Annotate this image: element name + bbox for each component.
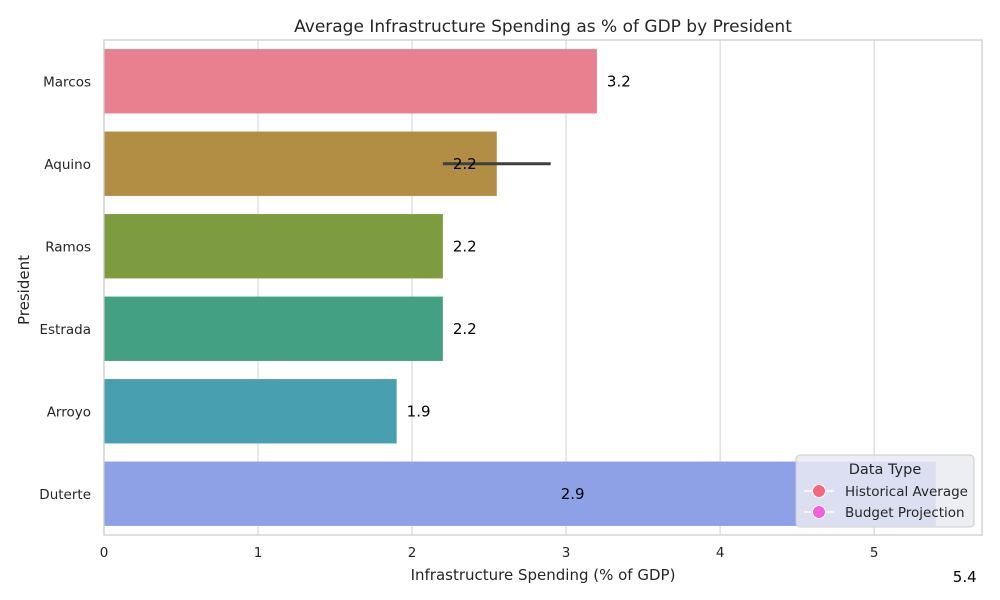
x-tick-label: 5: [870, 545, 879, 561]
data-label: 2.2: [453, 237, 477, 255]
bar-arroyo: [104, 379, 397, 444]
data-label: 2.2: [453, 320, 477, 338]
y-tick-label: Arroyo: [47, 404, 91, 420]
data-label: 3.2: [607, 72, 631, 90]
x-tick-label: 2: [408, 545, 417, 561]
legend: Data Type Historical Average Budget Projec…: [795, 454, 975, 528]
legend-marker: [812, 484, 826, 498]
extra-value-label: 5.4: [953, 568, 977, 586]
y-axis-label: President: [15, 255, 33, 325]
plot-frame: [103, 39, 983, 536]
bar-ramos: [104, 214, 443, 279]
y-tick-label: Estrada: [39, 322, 91, 338]
legend-entry-label: Historical Average: [845, 484, 968, 500]
tick-labels: 0 1 2 3 4 5 Marcos Aquino Ramos Estrada Arroyo Dute…: [39, 74, 878, 561]
y-tick-label: Ramos: [45, 239, 91, 255]
y-tick-label: Duterte: [39, 487, 91, 503]
data-label: 1.9: [407, 402, 431, 420]
chart-title: Average Infrastructure Spending as % of …: [294, 17, 792, 37]
data-label: 2.2: [453, 155, 477, 173]
legend-title: Data Type: [849, 462, 922, 478]
x-tick-label: 4: [716, 545, 725, 561]
legend-box: [795, 454, 975, 528]
y-tick-label: Marcos: [43, 74, 91, 90]
bar-marcos: [104, 49, 597, 114]
y-tick-label: Aquino: [44, 157, 91, 173]
x-axis-label: Infrastructure Spending (% of GDP): [411, 566, 676, 584]
x-tick-label: 0: [100, 545, 109, 561]
x-tick-label: 1: [254, 545, 263, 561]
x-tick-label: 3: [562, 545, 571, 561]
bars: [104, 49, 936, 526]
legend-marker: [812, 505, 826, 519]
bar-aquino: [104, 131, 497, 196]
legend-entry-label: Budget Projection: [845, 505, 965, 521]
data-label: 2.9: [561, 485, 585, 503]
data-labels: 3.2 2.2 2.2 2.2 1.9 2.9 5.4: [407, 72, 977, 586]
bar-estrada: [104, 296, 443, 361]
